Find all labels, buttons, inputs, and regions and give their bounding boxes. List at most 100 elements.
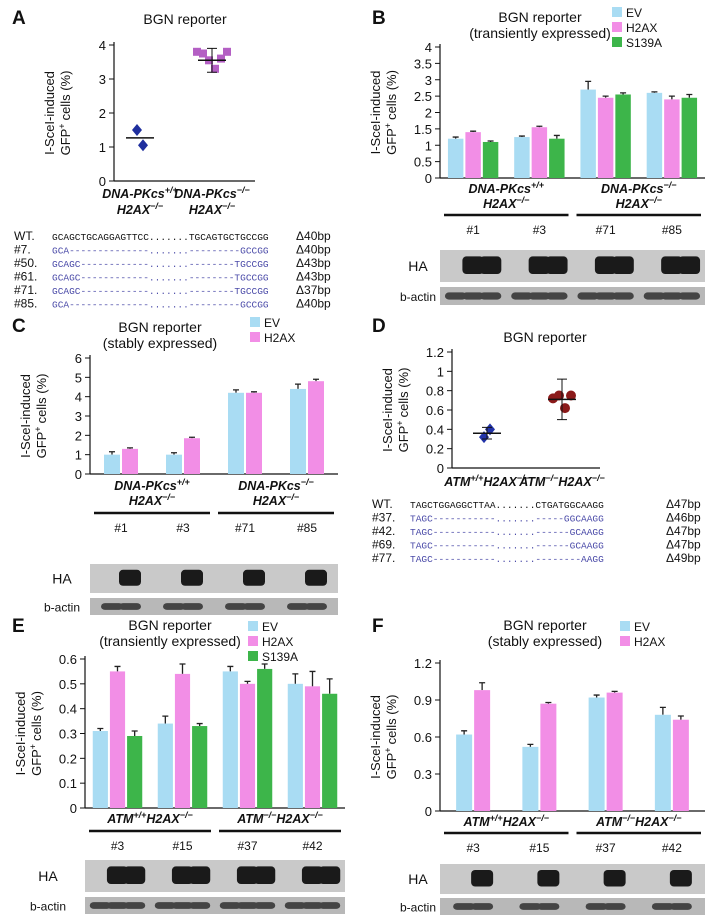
y-label-line: I-SceI-induced — [42, 71, 57, 155]
deletion: Δ37bp — [296, 283, 331, 297]
blot-label: b-actin — [400, 901, 436, 915]
deletion: Δ49bp — [666, 551, 701, 565]
error-bar — [527, 743, 534, 747]
bar — [672, 719, 689, 811]
bar — [239, 683, 256, 808]
error-bar — [162, 715, 169, 724]
bar — [531, 127, 548, 178]
error-bar — [131, 730, 138, 736]
y-axis-label: I-SceI-induced GFP+ cells (%) — [380, 368, 411, 453]
blot-band — [219, 902, 241, 909]
genotype-sup: −/− — [180, 810, 194, 820]
blot-band — [181, 603, 203, 610]
error-bar — [326, 678, 333, 694]
y-tick-label: 3 — [99, 72, 106, 87]
bar — [540, 703, 557, 811]
error-bar — [686, 93, 693, 98]
blot-band — [119, 569, 141, 586]
chart-title: BGN reporter — [128, 617, 212, 633]
blot-band — [236, 902, 259, 909]
y-label-sup: + — [383, 747, 393, 752]
blot-band — [163, 603, 185, 610]
y-label-part: GFP — [384, 753, 399, 780]
y-label-part: cells (%) — [58, 71, 73, 121]
y-tick-label: 1.2 — [426, 345, 444, 360]
error-bar — [651, 91, 658, 93]
seq-label: #7. — [14, 243, 31, 257]
error-bar — [536, 125, 543, 128]
chart-subtitle: (stably expressed) — [488, 633, 602, 649]
genotype-label: ATM−/−H2AX−/− — [236, 810, 323, 826]
error-bar — [518, 135, 525, 138]
bar — [157, 723, 173, 808]
sequence: GCA--------------.......---------GCCGG — [52, 300, 269, 311]
y-tick-label: 0 — [70, 801, 77, 816]
error-bar — [179, 663, 186, 674]
blot-band — [519, 903, 542, 910]
dot — [223, 47, 231, 56]
blot-band — [189, 866, 211, 884]
bar — [465, 132, 481, 178]
bar — [580, 89, 596, 178]
blot-band — [651, 903, 674, 910]
y-label-line: I-SceI-induced — [18, 374, 33, 458]
gene: DNA-PKcs — [238, 479, 301, 493]
y-label-line: I-SceI-induced — [380, 368, 395, 452]
blot-band — [603, 903, 626, 910]
error-bar — [593, 694, 600, 698]
gene: ATM — [462, 815, 490, 829]
gene: H2AX — [276, 812, 310, 826]
blot-band — [546, 256, 568, 274]
y-tick-label: 2 — [75, 428, 82, 443]
blot-band — [471, 870, 494, 887]
blot-label: HA — [408, 258, 428, 274]
genotype-sup: −/− — [536, 813, 550, 823]
blot-band — [678, 256, 701, 274]
blot-band — [243, 603, 265, 610]
y-label-part: GFP — [58, 129, 73, 156]
bar — [92, 731, 108, 808]
legend-label: EV — [262, 620, 278, 634]
y-tick-label: 0.3 — [414, 767, 432, 782]
seq-label: #77. — [372, 551, 395, 565]
y-tick-label: 0.6 — [414, 730, 432, 745]
legend-label: H2AX — [626, 21, 657, 35]
genotype-sup: −/− — [301, 477, 315, 487]
error-bar — [196, 722, 203, 727]
blot-band — [612, 292, 634, 300]
genotype-label: ATM−/−H2AX−/− — [518, 473, 605, 489]
deletion: Δ40bp — [296, 229, 331, 243]
y-tick-label: 4 — [425, 40, 432, 55]
genotype-sup: −/− — [237, 185, 251, 195]
y-tick-label: 0.6 — [426, 403, 444, 418]
blot-band — [594, 256, 617, 274]
error-bar — [207, 47, 217, 73]
error-bar — [261, 663, 268, 669]
blot-band — [669, 870, 692, 887]
y-tick-label: 0.8 — [426, 384, 444, 399]
chart-title: BGN reporter — [498, 9, 582, 25]
genotype-sup: −/− — [222, 201, 236, 211]
legend-label: H2AX — [264, 331, 295, 345]
genotype-sup: −/− — [669, 813, 683, 823]
seq-label: WT. — [14, 229, 35, 243]
error-bar — [470, 130, 477, 133]
y-tick-label: 2 — [425, 106, 432, 121]
gene: DNA-PKcs — [601, 182, 664, 196]
error-bar — [295, 383, 301, 389]
bar — [514, 137, 530, 178]
gene: DNA-PKcs — [174, 187, 237, 201]
blot-label: b-actin — [44, 601, 80, 615]
error-bar — [171, 452, 177, 455]
legend-swatch — [620, 621, 630, 631]
genotype-sup: −/− — [286, 492, 300, 502]
bar — [287, 683, 303, 808]
bar — [597, 97, 614, 178]
dot — [138, 139, 148, 152]
sequence: GCA--------------.......---------GCCGG — [52, 246, 269, 257]
bar — [184, 438, 200, 474]
blot-band — [453, 903, 476, 910]
blot-band — [511, 292, 533, 300]
bar — [322, 693, 338, 808]
legend-label: EV — [264, 316, 280, 330]
